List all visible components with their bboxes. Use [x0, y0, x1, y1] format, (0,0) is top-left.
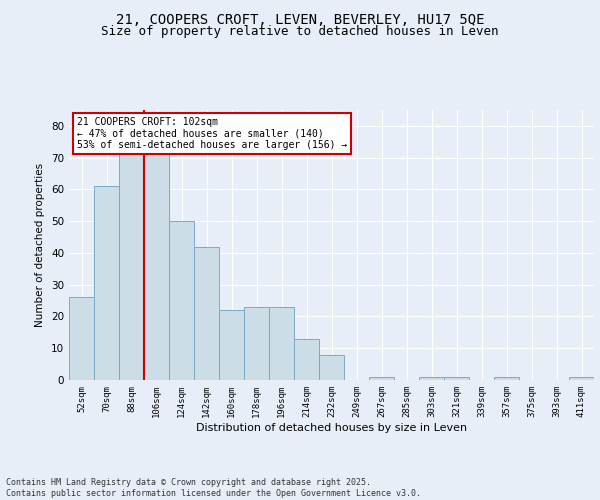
- Bar: [569, 377, 594, 380]
- Bar: [294, 338, 319, 380]
- Bar: [94, 186, 119, 380]
- Bar: [269, 307, 294, 380]
- Bar: [144, 142, 169, 380]
- Bar: [169, 221, 194, 380]
- Text: 21, COOPERS CROFT, LEVEN, BEVERLEY, HU17 5QE: 21, COOPERS CROFT, LEVEN, BEVERLEY, HU17…: [116, 12, 484, 26]
- Bar: [194, 246, 219, 380]
- Bar: [419, 377, 444, 380]
- Text: Contains HM Land Registry data © Crown copyright and database right 2025.
Contai: Contains HM Land Registry data © Crown c…: [6, 478, 421, 498]
- Bar: [119, 142, 144, 380]
- Text: 21 COOPERS CROFT: 102sqm
← 47% of detached houses are smaller (140)
53% of semi-: 21 COOPERS CROFT: 102sqm ← 47% of detach…: [77, 116, 347, 150]
- Bar: [369, 377, 394, 380]
- Bar: [69, 298, 94, 380]
- Bar: [244, 307, 269, 380]
- Bar: [444, 377, 469, 380]
- Y-axis label: Number of detached properties: Number of detached properties: [35, 163, 46, 327]
- Bar: [319, 354, 344, 380]
- X-axis label: Distribution of detached houses by size in Leven: Distribution of detached houses by size …: [196, 422, 467, 432]
- Text: Size of property relative to detached houses in Leven: Size of property relative to detached ho…: [101, 25, 499, 38]
- Bar: [219, 310, 244, 380]
- Bar: [494, 377, 519, 380]
